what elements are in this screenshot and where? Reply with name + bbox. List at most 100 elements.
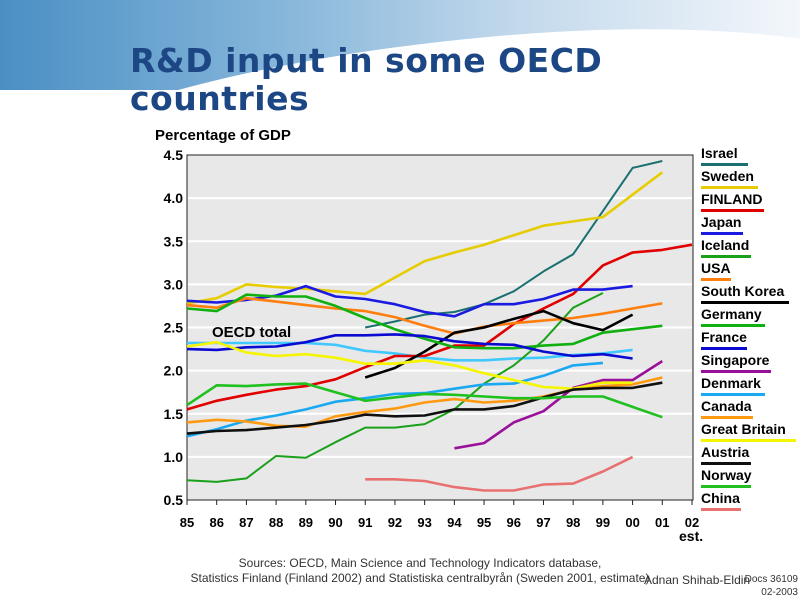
- series-line-south-korea: [364, 309, 634, 379]
- series-line-norway: [186, 382, 663, 419]
- x-tick-label: 01: [655, 515, 669, 530]
- x-tick-label: 94: [447, 515, 462, 530]
- y-tick-label: 3.0: [164, 276, 184, 292]
- y-tick-label: 2.5: [164, 320, 184, 336]
- y-tick-label: 4.5: [164, 147, 184, 163]
- legend-item-canada: Canada: [701, 398, 753, 419]
- legend-item-sweden: Sweden: [701, 168, 758, 189]
- legend-swatch: [701, 255, 751, 258]
- header-banner: [0, 0, 800, 235]
- legend-item-austria: Austria: [701, 444, 751, 465]
- legend-label: France: [701, 329, 747, 345]
- legend-label: Norway: [701, 467, 752, 483]
- series-line-singapore: [454, 360, 664, 450]
- legend-swatch: [701, 393, 765, 396]
- legend-item-iceland: Iceland: [701, 237, 751, 258]
- x-tick-label: 87: [239, 515, 253, 530]
- x-tick-label: 00: [625, 515, 639, 530]
- legend-swatch: [701, 163, 748, 166]
- series-line-usa: [186, 296, 663, 335]
- x-tick-label: 92: [388, 515, 402, 530]
- sources-line-2: Statistics Finland (Finland 2002) and St…: [190, 571, 650, 585]
- legend-label: USA: [701, 260, 731, 276]
- legend-item-china: China: [701, 490, 741, 511]
- x-tick-label: 02: [685, 515, 699, 530]
- doc-id: Docs 36109: [744, 574, 798, 585]
- legend-swatch: [701, 232, 743, 235]
- x-tick-label: 86: [209, 515, 223, 530]
- x-tick-label: 95: [477, 515, 491, 530]
- legend-swatch: [701, 301, 789, 304]
- series-line-germany: [186, 293, 663, 350]
- legend-swatch: [701, 278, 731, 281]
- series-line-finland: [186, 243, 693, 411]
- series-line-israel: [365, 160, 663, 329]
- x-tick-label: 93: [417, 515, 431, 530]
- legend-item-singapore: Singapore: [701, 352, 771, 373]
- legend-swatch: [701, 324, 765, 327]
- y-tick-label: 1.5: [164, 406, 184, 422]
- sources-note: Sources: OECD, Main Science and Technolo…: [170, 556, 670, 586]
- y-tick-label: 1.0: [164, 449, 184, 465]
- series-lines: [186, 160, 693, 492]
- series-line-japan: [186, 284, 633, 318]
- legend-label: Sweden: [701, 168, 754, 184]
- y-tick-label: 2.0: [164, 363, 184, 379]
- legend-label: Japan: [701, 214, 742, 230]
- x-tick-label: 98: [566, 515, 580, 530]
- legend-item-usa: USA: [701, 260, 731, 281]
- slide-title: R&D input in some OECD countries: [130, 41, 603, 118]
- x-tick-label: 96: [507, 515, 521, 530]
- x-axis-ticks: 85 86 87 88 89 90 91 92 93 94 95 96 97 98 99 00 01 02: [180, 500, 699, 530]
- legend-swatch: [701, 485, 751, 488]
- x-tick-label: 99: [596, 515, 610, 530]
- legend-item-denmark: Denmark: [701, 375, 765, 396]
- series-line-denmark: [186, 361, 604, 438]
- legend-item-great-britain: Great Britain: [701, 421, 796, 442]
- legend-label: FINLAND: [701, 191, 763, 207]
- legend-label: Germany: [701, 306, 762, 322]
- legend-item-japan: Japan: [701, 214, 743, 235]
- legend-label: Great Britain: [701, 421, 786, 437]
- x-tick-label: 88: [269, 515, 283, 530]
- doc-date: 02-2003: [761, 587, 798, 598]
- legend-label: Austria: [701, 444, 750, 460]
- legend-label: China: [701, 490, 740, 506]
- legend-item-germany: Germany: [701, 306, 765, 327]
- legend-swatch: [701, 416, 753, 419]
- legend-label: Israel: [701, 145, 738, 161]
- series-line-sweden: [186, 171, 664, 305]
- x-tick-label: 89: [299, 515, 313, 530]
- y-axis-title: Percentage of GDP: [155, 127, 291, 144]
- legend-item-israel: Israel: [701, 145, 748, 166]
- x-tick-label: 91: [358, 515, 372, 530]
- series-line-austria: [186, 381, 663, 435]
- legend-swatch: [701, 209, 764, 212]
- series-line-great-britain: [186, 340, 633, 390]
- y-tick-label: 3.5: [164, 233, 184, 249]
- legend-swatch: [701, 508, 741, 511]
- document-info: Docs 36109 02-2003: [738, 573, 798, 599]
- legend-item-france: France: [701, 329, 747, 350]
- legend-label: Singapore: [701, 352, 770, 368]
- y-tick-label: 0.5: [164, 492, 184, 508]
- legend-item-norway: Norway: [701, 467, 752, 488]
- x-tick-label: 97: [536, 515, 550, 530]
- legend-label: Denmark: [701, 375, 761, 391]
- y-axis-ticks: 0.5 1.0 1.5 2.0 2.5 3.0 3.5 4.0 4.5: [164, 147, 184, 508]
- x-tick-label: 90: [328, 515, 342, 530]
- legend-swatch: [701, 439, 796, 442]
- legend-item-finland: FINLAND: [701, 191, 764, 212]
- legend-swatch: [701, 462, 751, 465]
- legend-label: Iceland: [701, 237, 750, 253]
- author-name: Adnan Shihab-Eldin: [644, 573, 751, 587]
- y-tick-label: 4.0: [164, 190, 184, 206]
- legend-label: South Korea: [701, 283, 785, 299]
- legend-swatch: [701, 370, 771, 373]
- oecd-total-annotation: OECD total: [212, 324, 291, 341]
- legend-swatch: [701, 186, 758, 189]
- x-tick-label: 85: [180, 515, 194, 530]
- series-line-china: [365, 455, 634, 492]
- legend-label: Canada: [701, 398, 752, 414]
